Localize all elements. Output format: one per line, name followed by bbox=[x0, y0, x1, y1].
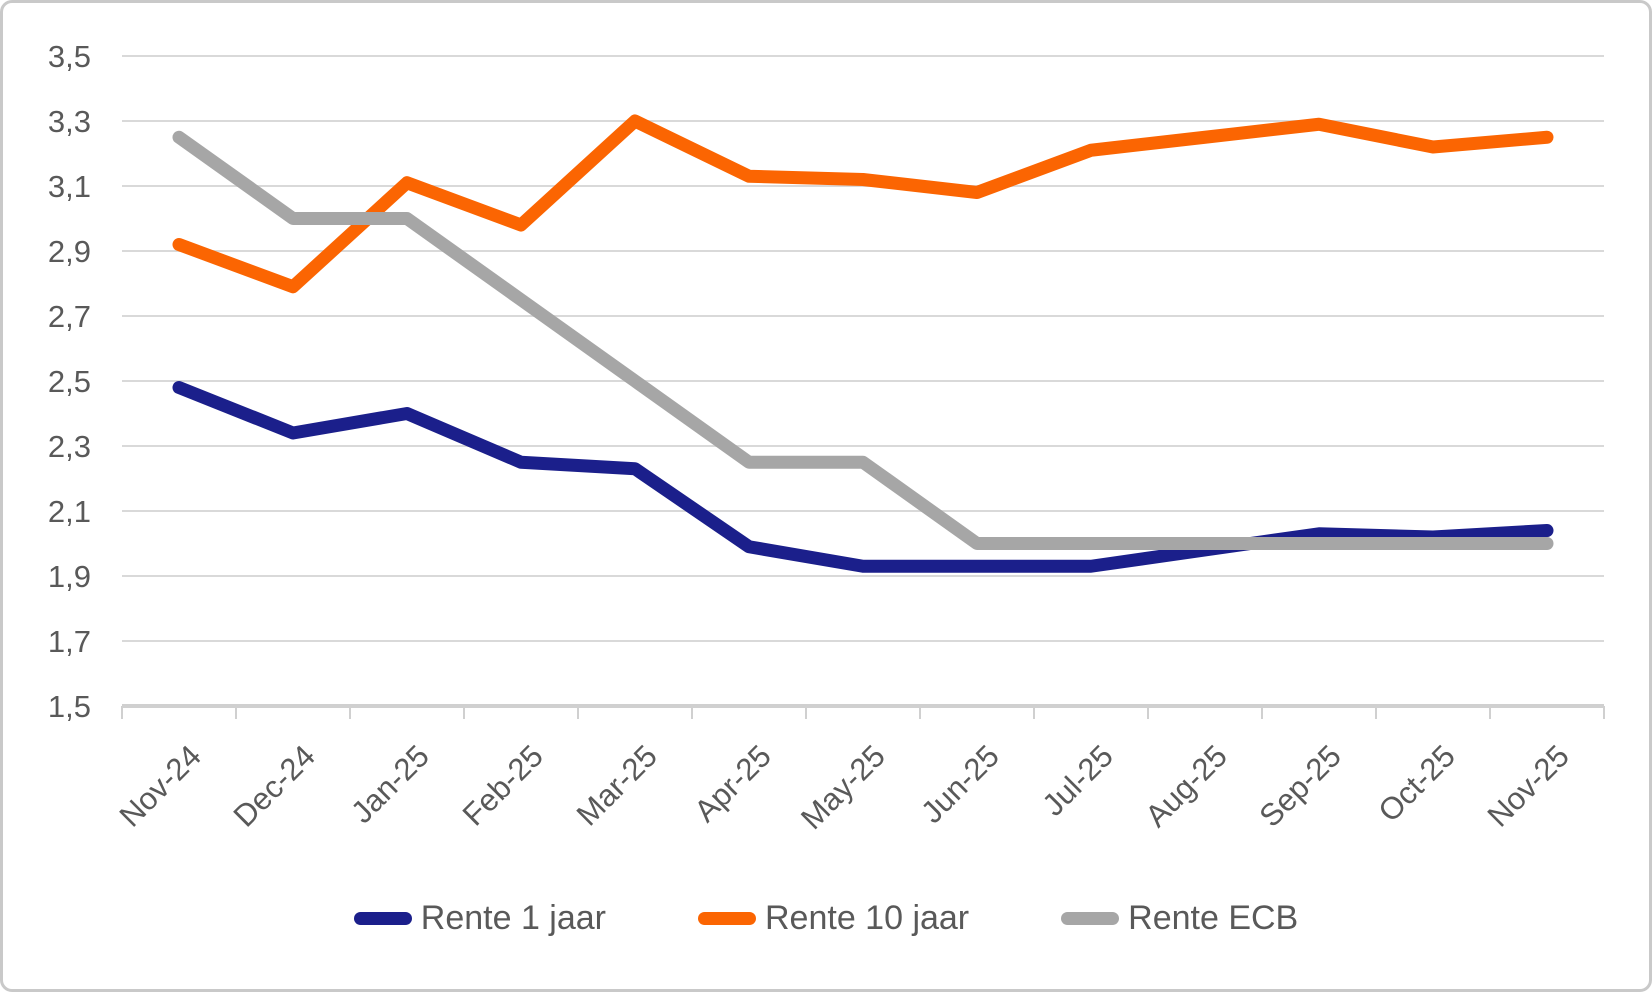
x-axis-tick-label: Nov-24 bbox=[113, 738, 208, 833]
legend: Rente 1 jaar Rente 10 jaar Rente ECB bbox=[3, 899, 1649, 938]
series-line-rente-ecb bbox=[172, 130, 1554, 550]
y-axis-tick-label: 2,7 bbox=[48, 299, 91, 334]
legend-item-rente-10-jaar: Rente 10 jaar bbox=[698, 899, 969, 938]
legend-item-rente-ecb: Rente ECB bbox=[1061, 899, 1298, 938]
legend-item-rente-1-jaar: Rente 1 jaar bbox=[353, 899, 606, 938]
x-axis-tick-label: Jul-25 bbox=[1035, 738, 1119, 822]
x-axis-tick-label: May-25 bbox=[794, 738, 892, 836]
x-axis-tick-label: Oct-25 bbox=[1371, 738, 1462, 829]
line-chart: 1,5 1,7 1,9 2,1 2,3 2,5 2,7 2,9 3,1 3,3 3,5 Nov-24 D… bbox=[48, 39, 1605, 836]
legend-label-rente-1-jaar: Rente 1 jaar bbox=[420, 899, 606, 937]
x-axis-tick-label: Jan-25 bbox=[344, 738, 436, 830]
x-axis-tick-label: Aug-25 bbox=[1139, 738, 1234, 833]
series-line-rente-1-jaar bbox=[172, 381, 1554, 573]
y-axis-tick-label: 2,3 bbox=[48, 429, 91, 464]
x-axis-tick-label: Nov-25 bbox=[1481, 738, 1576, 833]
x-axis-tick-label: Apr-25 bbox=[687, 738, 778, 829]
y-axis-tick-label: 3,3 bbox=[48, 104, 91, 139]
y-axis-tick-label: 1,9 bbox=[48, 559, 91, 594]
legend-swatch-rente-ecb bbox=[1061, 912, 1120, 925]
x-axis-tick-label: Feb-25 bbox=[456, 738, 550, 832]
x-axis-tick-label: Jun-25 bbox=[914, 738, 1006, 830]
legend-swatch-rente-10-jaar bbox=[698, 912, 756, 925]
y-axis-tick-label: 3,1 bbox=[48, 169, 91, 204]
legend-label-rente-ecb: Rente ECB bbox=[1128, 899, 1299, 937]
y-axis-tick-label: 2,1 bbox=[48, 494, 91, 529]
x-axis-tick-label: Sep-25 bbox=[1253, 738, 1348, 833]
x-axis-tick-label: Dec-24 bbox=[227, 738, 322, 833]
y-axis-tick-label: 2,5 bbox=[48, 364, 91, 399]
series-line-rente-10-jaar bbox=[172, 114, 1554, 294]
legend-label-rente-10-jaar: Rente 10 jaar bbox=[765, 899, 970, 937]
y-axis-tick-label: 2,9 bbox=[48, 234, 91, 269]
y-axis-tick-label: 1,7 bbox=[48, 624, 91, 659]
legend-swatch-rente-1-jaar bbox=[353, 912, 412, 925]
y-axis-tick-label: 3,5 bbox=[48, 39, 91, 74]
y-axis-tick-label: 1,5 bbox=[48, 689, 91, 724]
x-axis-tick-label: Mar-25 bbox=[570, 738, 664, 832]
